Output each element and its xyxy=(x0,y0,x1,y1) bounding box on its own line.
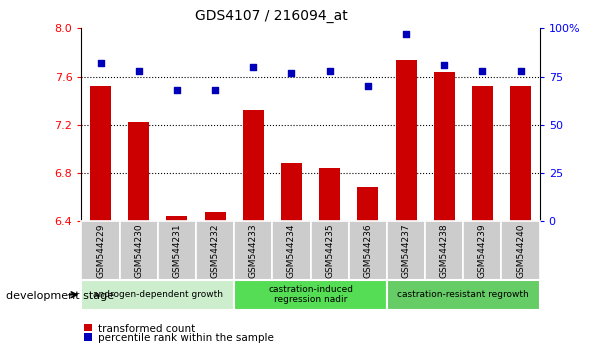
Point xyxy=(286,70,296,75)
Point xyxy=(134,68,144,74)
Text: castration-resistant regrowth: castration-resistant regrowth xyxy=(397,290,529,299)
Text: androgen-dependent growth: androgen-dependent growth xyxy=(93,290,223,299)
Bar xyxy=(311,221,349,280)
Text: GDS4107 / 216094_at: GDS4107 / 216094_at xyxy=(195,9,348,23)
Point xyxy=(401,31,411,37)
Point xyxy=(248,64,258,70)
Point xyxy=(210,87,220,93)
Bar xyxy=(119,221,158,280)
Bar xyxy=(166,216,188,221)
Bar xyxy=(273,221,311,280)
Bar xyxy=(128,122,149,221)
Bar xyxy=(387,221,425,280)
Bar xyxy=(434,72,455,221)
Text: GSM544230: GSM544230 xyxy=(134,223,143,278)
Bar xyxy=(234,221,273,280)
Bar xyxy=(81,221,119,280)
Text: GSM544236: GSM544236 xyxy=(364,223,372,278)
Text: development stage: development stage xyxy=(6,291,114,301)
Text: GSM544235: GSM544235 xyxy=(325,223,334,278)
Point xyxy=(478,68,487,74)
Point xyxy=(96,60,106,66)
Text: GSM544239: GSM544239 xyxy=(478,223,487,278)
Bar xyxy=(510,86,531,221)
Point xyxy=(325,68,335,74)
Point xyxy=(363,84,373,89)
Bar xyxy=(319,168,340,221)
Bar xyxy=(281,164,302,221)
Text: GSM544229: GSM544229 xyxy=(96,223,105,278)
Bar xyxy=(425,221,463,280)
Bar xyxy=(358,188,378,221)
Text: GSM544231: GSM544231 xyxy=(172,223,182,278)
Text: GSM544233: GSM544233 xyxy=(249,223,257,278)
Text: GSM544234: GSM544234 xyxy=(287,223,296,278)
Point xyxy=(516,68,525,74)
Bar xyxy=(349,221,387,280)
Bar xyxy=(90,86,111,221)
Text: GSM544232: GSM544232 xyxy=(210,223,219,278)
Text: GSM544237: GSM544237 xyxy=(402,223,411,278)
Bar xyxy=(387,280,540,310)
Bar xyxy=(158,221,196,280)
Bar xyxy=(463,221,502,280)
Bar xyxy=(243,110,264,221)
Bar xyxy=(196,221,234,280)
Text: GSM544240: GSM544240 xyxy=(516,223,525,278)
Point xyxy=(440,62,449,68)
Text: transformed count: transformed count xyxy=(98,324,195,333)
Bar xyxy=(234,280,387,310)
Text: GSM544238: GSM544238 xyxy=(440,223,449,278)
Text: percentile rank within the sample: percentile rank within the sample xyxy=(98,333,274,343)
Bar xyxy=(472,86,493,221)
Bar xyxy=(204,212,226,221)
Bar xyxy=(396,60,417,221)
Bar xyxy=(81,280,234,310)
Text: castration-induced
regression nadir: castration-induced regression nadir xyxy=(268,285,353,304)
Bar xyxy=(502,221,540,280)
Point xyxy=(172,87,182,93)
